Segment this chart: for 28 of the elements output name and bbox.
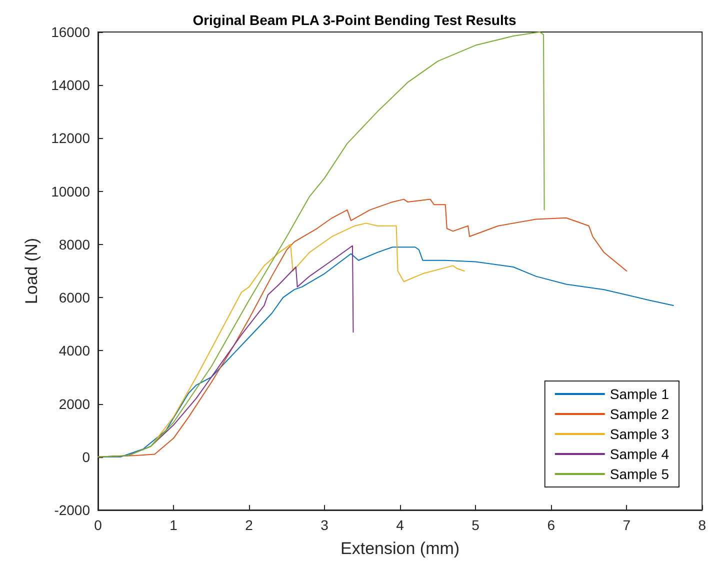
x-tick-label: 7	[622, 517, 631, 533]
x-tick-label: 6	[547, 517, 556, 533]
legend-label: Sample 5	[610, 466, 670, 482]
legend-label: Sample 2	[610, 406, 670, 422]
x-tick-label: 3	[320, 517, 329, 533]
chart-title: Original Beam PLA 3-Point Bending Test Results	[192, 12, 517, 28]
x-tick-label: 1	[170, 517, 178, 533]
legend-label: Sample 1	[610, 386, 670, 402]
x-axis-title: Extension (mm)	[340, 539, 460, 558]
line-series	[98, 32, 545, 458]
y-tick-label: 12000	[51, 130, 90, 146]
y-tick-label: 0	[82, 448, 90, 465]
x-tick-label: 2	[245, 517, 254, 533]
legend-label: Sample 3	[610, 426, 670, 442]
y-tick-label: -2000	[54, 502, 90, 518]
y-tick-label: 2000	[58, 396, 90, 412]
x-tick-label: 0	[94, 517, 102, 533]
x-tick-label: 5	[472, 517, 480, 533]
y-tick-label: 14000	[51, 77, 90, 94]
y-tick-label: 8000	[58, 236, 90, 252]
y-axis-title: Load (N)	[22, 238, 41, 304]
x-tick-label: 8	[698, 517, 706, 533]
y-tick-label: 10000	[51, 183, 90, 200]
y-tick-label: 16000	[51, 24, 90, 40]
y-tick-label: 6000	[58, 290, 90, 306]
x-tick-label: 4	[396, 517, 404, 533]
legend-label: Sample 4	[610, 446, 670, 462]
y-tick-label: 4000	[58, 342, 90, 359]
